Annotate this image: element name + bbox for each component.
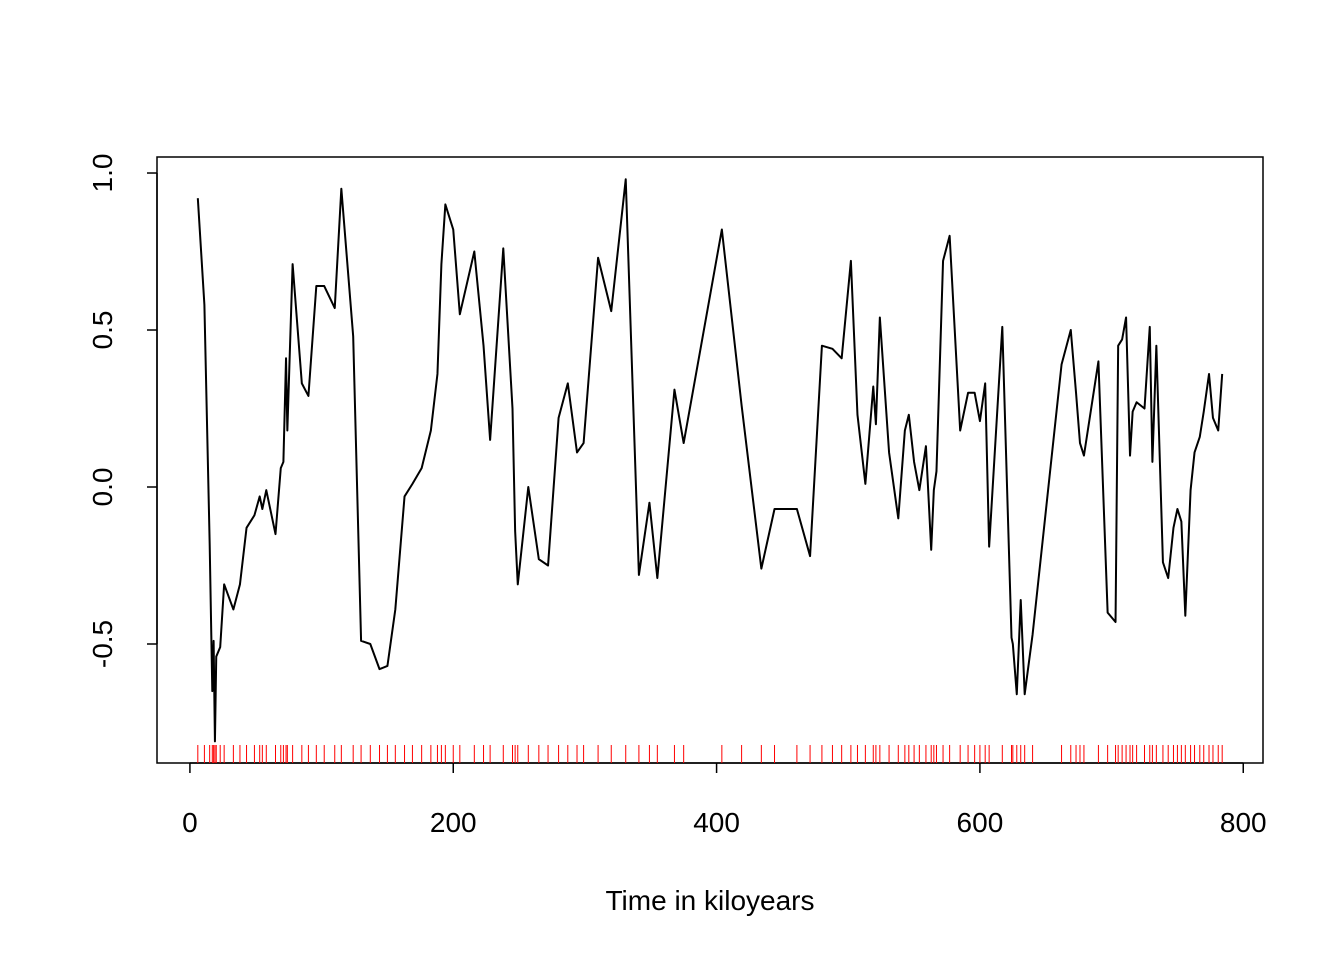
y-tick-label: 1.0 [87, 154, 118, 193]
x-tick-label: 800 [1220, 807, 1267, 838]
plot-box [156, 156, 1264, 764]
x-tick-label: 600 [957, 807, 1004, 838]
y-tick-label: 0.0 [87, 468, 118, 507]
x-tick-label: 200 [430, 807, 477, 838]
y-tick-label: 0.5 [87, 311, 118, 350]
x-tick-label: 400 [693, 807, 740, 838]
x-tick-label: 0 [182, 807, 198, 838]
data-line [196, 178, 1224, 743]
x-axis-label: Time in kiloyears [605, 885, 814, 916]
y-tick-label: -0.5 [87, 620, 118, 668]
